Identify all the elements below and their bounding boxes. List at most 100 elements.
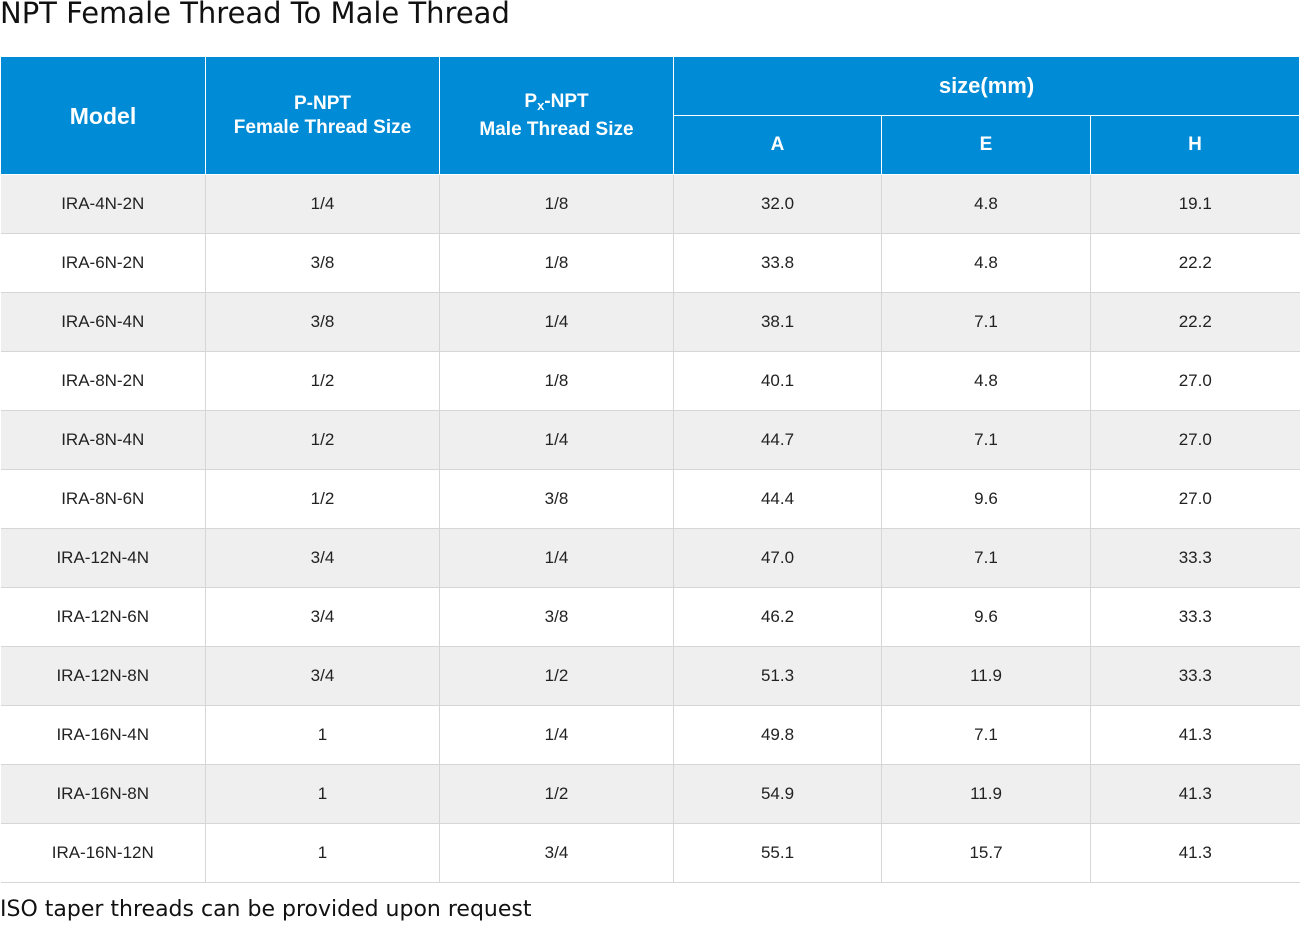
- model-cell: IRA-8N-4N: [0, 410, 206, 470]
- model-cell: IRA-8N-2N: [0, 351, 206, 411]
- header-model: Model: [0, 56, 206, 175]
- h-cell: 33.3: [1090, 587, 1300, 647]
- model-cell: IRA-16N-4N: [0, 705, 206, 765]
- a-cell: 32.0: [673, 174, 882, 234]
- h-cell: 33.3: [1090, 528, 1300, 588]
- a-cell: 46.2: [673, 587, 882, 647]
- p-npt-cell: 1: [205, 823, 440, 883]
- table-row: IRA-4N-2N 1/4 1/8 32.0 4.8 19.1: [0, 174, 1300, 234]
- model-cell: IRA-16N-12N: [0, 823, 206, 883]
- e-cell: 9.6: [881, 587, 1091, 647]
- e-cell: 7.1: [881, 528, 1091, 588]
- model-cell: IRA-12N-8N: [0, 646, 206, 706]
- model-cell: IRA-6N-4N: [0, 292, 206, 352]
- spec-table: Model P-NPT Female Thread Size Px-NPT Ma…: [0, 56, 1300, 883]
- h-cell: 27.0: [1090, 351, 1300, 411]
- px-npt-cell: 1/8: [439, 174, 674, 234]
- h-cell: 33.3: [1090, 646, 1300, 706]
- p-npt-cell: 3/8: [205, 233, 440, 293]
- a-cell: 38.1: [673, 292, 882, 352]
- table-row: IRA-12N-6N 3/4 3/8 46.2 9.6 33.3: [0, 587, 1300, 647]
- e-cell: 11.9: [881, 646, 1091, 706]
- footnote: ISO taper threads can be provided upon r…: [0, 897, 532, 922]
- p-npt-cell: 1/4: [205, 174, 440, 234]
- h-cell: 41.3: [1090, 764, 1300, 824]
- table-row: IRA-16N-12N 1 3/4 55.1 15.7 41.3: [0, 823, 1300, 883]
- p-npt-cell: 3/4: [205, 528, 440, 588]
- px-npt-cell: 1/4: [439, 705, 674, 765]
- model-cell: IRA-4N-2N: [0, 174, 206, 234]
- p-npt-cell: 1: [205, 705, 440, 765]
- model-cell: IRA-16N-8N: [0, 764, 206, 824]
- a-cell: 54.9: [673, 764, 882, 824]
- h-cell: 22.2: [1090, 233, 1300, 293]
- table-row: IRA-6N-4N 3/8 1/4 38.1 7.1 22.2: [0, 292, 1300, 352]
- header-px-npt: Px-NPT Male Thread Size: [439, 56, 674, 175]
- px-npt-cell: 1/2: [439, 646, 674, 706]
- model-cell: IRA-12N-6N: [0, 587, 206, 647]
- header-px-npt-prefix: P: [524, 90, 538, 112]
- e-cell: 7.1: [881, 705, 1091, 765]
- e-cell: 9.6: [881, 469, 1091, 529]
- px-npt-cell: 3/4: [439, 823, 674, 883]
- a-cell: 55.1: [673, 823, 882, 883]
- h-cell: 19.1: [1090, 174, 1300, 234]
- table-row: IRA-8N-6N 1/2 3/8 44.4 9.6 27.0: [0, 469, 1300, 529]
- header-px-npt-suffix: -NPT: [544, 90, 589, 112]
- e-cell: 7.1: [881, 292, 1091, 352]
- table-header: Model P-NPT Female Thread Size Px-NPT Ma…: [0, 56, 1300, 175]
- table-row: IRA-6N-2N 3/8 1/8 33.8 4.8 22.2: [0, 233, 1300, 293]
- px-npt-cell: 3/8: [439, 469, 674, 529]
- header-px-npt-line2: Male Thread Size: [479, 118, 634, 140]
- e-cell: 11.9: [881, 764, 1091, 824]
- a-cell: 33.8: [673, 233, 882, 293]
- p-npt-cell: 1/2: [205, 351, 440, 411]
- px-npt-cell: 1/4: [439, 410, 674, 470]
- table-body: IRA-4N-2N 1/4 1/8 32.0 4.8 19.1 IRA-6N-2N 3/8 1/…: [0, 174, 1300, 883]
- p-npt-cell: 1/2: [205, 469, 440, 529]
- header-p-npt-line1: P-NPT: [294, 92, 351, 114]
- px-npt-cell: 1/2: [439, 764, 674, 824]
- px-npt-cell: 1/4: [439, 528, 674, 588]
- a-cell: 44.4: [673, 469, 882, 529]
- h-cell: 27.0: [1090, 410, 1300, 470]
- h-cell: 41.3: [1090, 705, 1300, 765]
- header-a: A: [673, 115, 882, 175]
- p-npt-cell: 3/8: [205, 292, 440, 352]
- p-npt-cell: 3/4: [205, 587, 440, 647]
- e-cell: 15.7: [881, 823, 1091, 883]
- page-title: NPT Female Thread To Male Thread: [0, 0, 510, 30]
- table-row: IRA-16N-8N 1 1/2 54.9 11.9 41.3: [0, 764, 1300, 824]
- a-cell: 51.3: [673, 646, 882, 706]
- a-cell: 44.7: [673, 410, 882, 470]
- a-cell: 40.1: [673, 351, 882, 411]
- header-h: H: [1089, 115, 1300, 175]
- h-cell: 41.3: [1090, 823, 1300, 883]
- model-cell: IRA-6N-2N: [0, 233, 206, 293]
- h-cell: 22.2: [1090, 292, 1300, 352]
- h-cell: 27.0: [1090, 469, 1300, 529]
- header-size: size(mm): [672, 56, 1300, 116]
- header-px-npt-subscript: x: [537, 97, 545, 113]
- model-cell: IRA-12N-4N: [0, 528, 206, 588]
- a-cell: 47.0: [673, 528, 882, 588]
- e-cell: 4.8: [881, 174, 1091, 234]
- e-cell: 4.8: [881, 351, 1091, 411]
- px-npt-cell: 3/8: [439, 587, 674, 647]
- px-npt-cell: 1/8: [439, 351, 674, 411]
- table-row: IRA-8N-2N 1/2 1/8 40.1 4.8 27.0: [0, 351, 1300, 411]
- p-npt-cell: 1: [205, 764, 440, 824]
- table-row: IRA-12N-4N 3/4 1/4 47.0 7.1 33.3: [0, 528, 1300, 588]
- header-e: E: [881, 115, 1091, 175]
- px-npt-cell: 1/4: [439, 292, 674, 352]
- table-row: IRA-16N-4N 1 1/4 49.8 7.1 41.3: [0, 705, 1300, 765]
- e-cell: 7.1: [881, 410, 1091, 470]
- e-cell: 4.8: [881, 233, 1091, 293]
- px-npt-cell: 1/8: [439, 233, 674, 293]
- table-row: IRA-8N-4N 1/2 1/4 44.7 7.1 27.0: [0, 410, 1300, 470]
- table-row: IRA-12N-8N 3/4 1/2 51.3 11.9 33.3: [0, 646, 1300, 706]
- header-p-npt-line2: Female Thread Size: [233, 116, 412, 138]
- model-cell: IRA-8N-6N: [0, 469, 206, 529]
- header-p-npt: P-NPT Female Thread Size: [205, 56, 440, 175]
- p-npt-cell: 3/4: [205, 646, 440, 706]
